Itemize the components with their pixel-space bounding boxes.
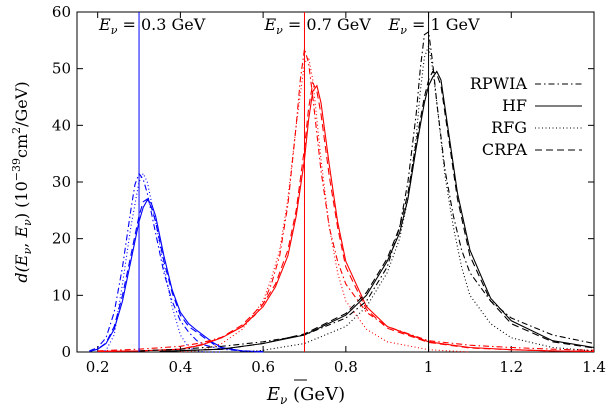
legend-label: RPWIA <box>470 74 528 93</box>
curve-hf-1 <box>159 70 595 352</box>
x-tick-label: 0.8 <box>334 358 358 376</box>
y-tick-label: 0 <box>61 343 71 361</box>
energy-label: Eν = 0.7 GeV <box>263 15 371 37</box>
legend-label: CRPA <box>482 140 528 159</box>
legend: RPWIA HF RFG CRPA <box>470 74 582 159</box>
y-label-ebar: E <box>12 226 31 239</box>
y-tick-label: 50 <box>52 60 71 78</box>
legend-label: RFG <box>491 118 527 137</box>
curve-rfg-0_3 <box>97 172 222 353</box>
x-tick-label: 1.2 <box>499 358 523 376</box>
series-layer <box>89 30 595 353</box>
legend-label: HF <box>502 96 527 115</box>
x-tick-label: 0.6 <box>251 358 275 376</box>
y-tick-label: 40 <box>52 116 71 134</box>
energy-label: Eν = 0.3 GeV <box>98 15 206 37</box>
ticks-layer: 0.2 0.4 0.6 0.8 1 1.2 1.4 0 10 20 30 40 50 60 <box>52 3 606 376</box>
curve-rfg-1 <box>242 43 595 353</box>
curve-crpa-1 <box>159 70 595 352</box>
x-axis-label: Eν (GeV) <box>266 384 345 407</box>
energy-lines-layer <box>138 12 430 352</box>
curve-rfg-0_7 <box>180 55 470 353</box>
y-tick-label: 30 <box>52 173 71 191</box>
curve-rpwia-0_3 <box>89 172 264 352</box>
y-axis-label: d(Eν, Eν) (10−39cm2/GeV) <box>10 81 34 282</box>
curve-rpwia-1 <box>138 30 595 352</box>
energy-label: Eν = 1 GeV <box>388 15 480 37</box>
x-tick-label: 1 <box>424 358 434 376</box>
y-tick-label: 10 <box>52 286 71 304</box>
plot-frame <box>76 11 595 353</box>
y-tick-label: 20 <box>52 230 71 248</box>
y-tick-label: 60 <box>52 3 71 21</box>
energy-labels: Eν = 0.3 GeV Eν = 0.7 GeV Eν = 1 GeV <box>98 15 480 37</box>
x-tick-label: 0.4 <box>168 358 192 376</box>
curve-crpa-0_7 <box>97 80 595 352</box>
x-tick-label: 1.4 <box>582 358 606 376</box>
x-tick-label: 0.2 <box>86 358 110 376</box>
